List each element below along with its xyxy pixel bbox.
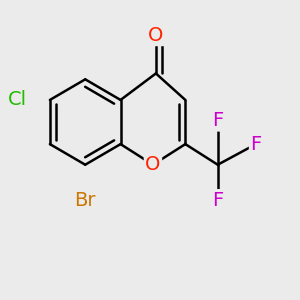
- Text: F: F: [212, 111, 223, 130]
- Text: F: F: [212, 190, 223, 210]
- Text: Br: Br: [74, 190, 96, 210]
- Text: Cl: Cl: [8, 90, 27, 110]
- Text: O: O: [148, 26, 164, 45]
- Text: F: F: [250, 135, 262, 154]
- Text: O: O: [145, 155, 160, 174]
